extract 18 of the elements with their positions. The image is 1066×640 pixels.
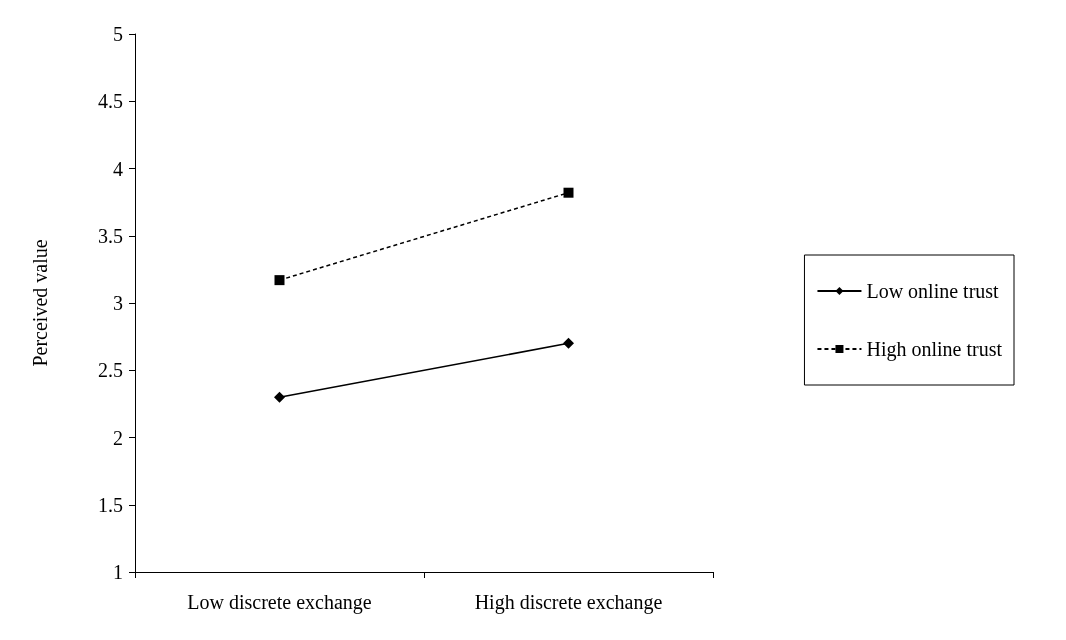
y-tick-label: 4: [113, 157, 123, 180]
y-tick-label: 3: [113, 292, 123, 314]
x-tick-label: Low discrete exchange: [187, 591, 372, 614]
x-tick-label: High discrete exchange: [474, 591, 663, 614]
y-tick-label: 3.5: [98, 224, 123, 247]
legend-label: Low online trust: [866, 280, 1000, 302]
point: [274, 391, 285, 403]
y-tick-label: 2: [113, 426, 123, 449]
y-tick-label: 1.5: [98, 493, 123, 516]
y-tick-label: 2.5: [98, 359, 123, 382]
point: [274, 275, 285, 286]
y-axis-title: Perceived value: [29, 239, 51, 367]
y-tick-label: 5: [113, 23, 123, 45]
y-tick-label: 1: [113, 561, 123, 583]
y-tick-label: 4.5: [98, 90, 123, 113]
point: [563, 187, 574, 198]
point: [563, 337, 574, 349]
legend-label: High online trust: [866, 338, 1003, 361]
